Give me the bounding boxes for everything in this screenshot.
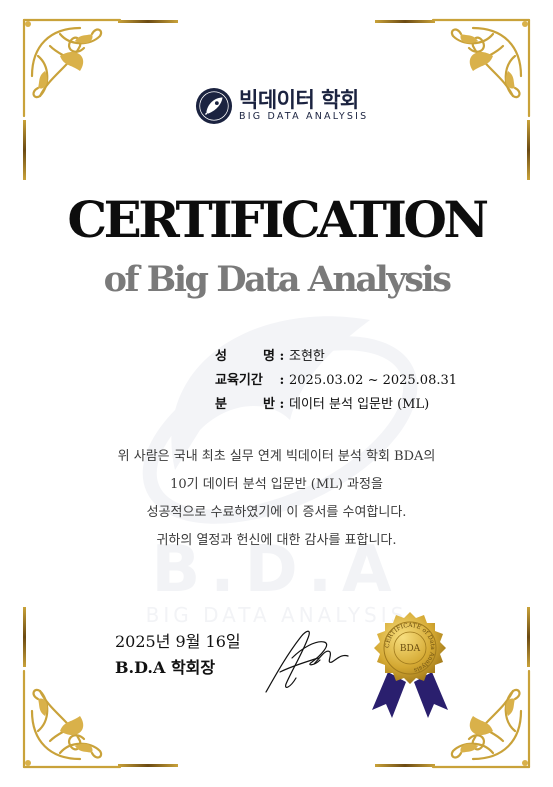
info-row-period: 교육기간 : 2025.03.02 ~ 2025.08.31 bbox=[215, 369, 457, 393]
org-name-ko: 빅데이터 학회 bbox=[239, 88, 359, 112]
watermark-text: BIG DATA ANALYSIS bbox=[145, 603, 408, 627]
top-right-bar bbox=[375, 20, 435, 23]
bottom-right-bar bbox=[375, 764, 435, 767]
certificate-title: CERTIFICATION bbox=[67, 190, 489, 249]
right-top-bar bbox=[527, 120, 530, 180]
certificate-body: 위 사람은 국내 최초 실무 연계 빅데이터 분석 학회 BDA의 10기 데이… bbox=[0, 443, 553, 555]
education-period: 2025.03.02 ~ 2025.08.31 bbox=[289, 373, 458, 388]
signature-icon bbox=[265, 630, 349, 693]
corner-ornament-icon bbox=[22, 669, 122, 769]
watermark-letters: B.D.A bbox=[151, 533, 402, 607]
recipient-name: 조현한 bbox=[289, 349, 325, 364]
corner-ornament-icon bbox=[431, 669, 531, 769]
top-left-bar bbox=[118, 20, 178, 23]
bda-logo-icon bbox=[195, 87, 233, 125]
body-line: 성공적으로 수료하였기에 이 증서를 수여합니다. bbox=[146, 505, 407, 520]
class-name: 데이터 분석 입문반 (ML) bbox=[289, 397, 430, 412]
info-label: 교육기간 bbox=[215, 373, 263, 388]
gold-seal-icon: CERTIFICATE of Data Analysis BDA bbox=[372, 612, 448, 718]
issue-date: 2025년 9월 16일 bbox=[115, 632, 241, 651]
corner-ornament-icon bbox=[22, 18, 122, 118]
seal-center-text: BDA bbox=[400, 644, 421, 654]
certificate-subtitle: of Big Data Analysis bbox=[103, 259, 452, 300]
body-line: 위 사람은 국내 최초 실무 연계 빅데이터 분석 학회 BDA의 bbox=[117, 449, 436, 464]
right-bottom-bar bbox=[527, 607, 530, 667]
org-name-en: BIG DATA ANALYSIS bbox=[239, 111, 369, 122]
signer-title: B.D.A 학회장 bbox=[115, 658, 216, 677]
org-logo: 빅데이터 학회 BIG DATA ANALYSIS bbox=[195, 84, 368, 128]
bottom-left-bar bbox=[118, 764, 178, 767]
body-line: 귀하의 열정과 헌신에 대한 감사를 표합니다. bbox=[156, 533, 397, 548]
left-top-bar bbox=[23, 120, 26, 180]
left-bottom-bar bbox=[23, 607, 26, 667]
corner-ornament-icon bbox=[431, 18, 531, 118]
body-line: 10기 데이터 분석 입문반 (ML) 과정을 bbox=[170, 477, 383, 492]
